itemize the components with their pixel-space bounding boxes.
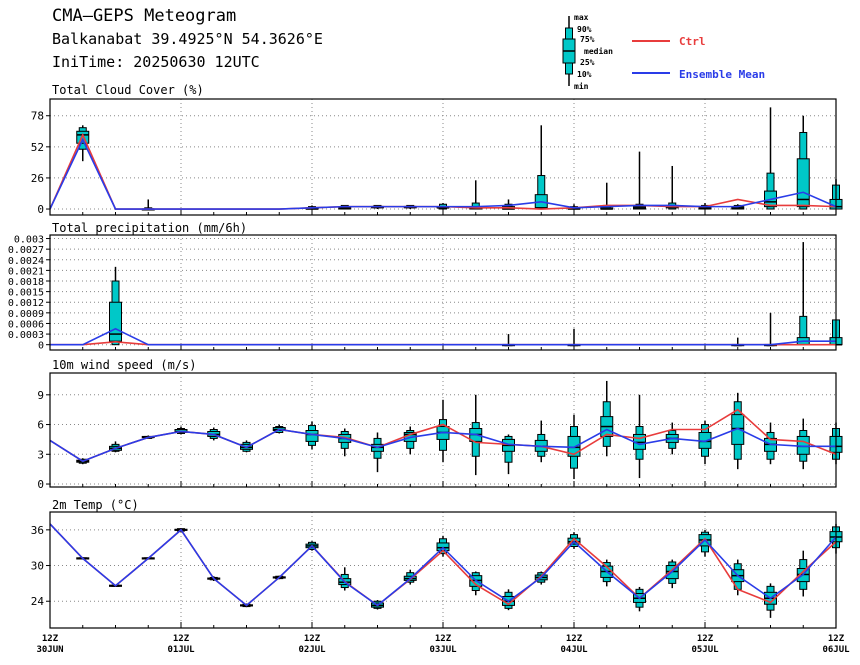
legend-box-label: min [574,81,589,91]
legend-box-label: 75% [580,35,595,44]
y-tick-label: 26 [31,172,44,185]
x-axis: 12Z30JUN12Z01JUL12Z02JUL12Z03JUL12Z04JUL… [36,634,850,655]
panel-frame [49,234,837,351]
y-tick-label: 52 [31,141,44,154]
y-tick-label: 0.0012 [8,298,44,309]
box-cloud [534,125,548,210]
legend-mean-label: Ensemble Mean [679,68,765,81]
x-tick-label-date: 06JUL [822,645,850,655]
location-label: Balkanabat 39.4925°N 54.3626°E [52,30,323,48]
box-wind [403,426,417,455]
box-cloud [796,115,810,210]
box-precip [764,312,777,347]
box-wind [338,428,352,457]
legend-box-label: 25% [580,58,595,67]
box-wind [174,426,188,435]
x-tick-label-time: 12Z [304,634,321,644]
init-time-label: IniTime: 20250630 12UTC [52,53,260,71]
box-cloud [665,165,679,210]
y-tick-label: 0.003 [14,235,44,246]
x-tick-label-date: 01JUL [167,645,195,655]
chart-title: CMA—GEPS Meteogram [52,6,237,26]
x-tick-label-date: 04JUL [560,645,588,655]
y-tick-label: 0.0018 [8,277,44,288]
y-tick-label: 0.0009 [8,309,44,320]
box-wind [731,392,745,470]
box-precip [796,242,810,346]
box-p25-p75 [305,429,319,442]
y-tick-label: 0.0006 [8,319,44,330]
legend-box-label: median [584,46,613,56]
y-tick-label: 0 [37,203,44,216]
box-p25-p75 [109,301,122,342]
y-tick-label: 36 [31,524,44,537]
y-tick-label: 0 [37,478,44,491]
panel-title-wind: 10m wind speed (m/s) [52,358,197,372]
box-p25-p75 [796,158,810,208]
legend-box-label: 10% [577,70,592,79]
mean-line-cloud [49,137,837,210]
y-tick-label: 0.0003 [8,330,44,341]
x-tick-label-time: 12Z [828,634,845,644]
legend-ctrl-label: Ctrl [679,35,706,48]
legend: max 90%75% median 25% 10% min Ctrl Ensemble Mea… [562,13,765,91]
panel-frame [49,372,837,488]
y-tick-label: 30 [31,560,44,573]
x-tick-label-date: 02JUL [298,645,326,655]
box-p25-p75 [76,130,90,144]
box-wind [534,420,548,463]
box-wind [633,394,646,479]
x-tick-label-time: 12Z [42,634,59,644]
y-tick-label: 0.0024 [8,256,44,267]
mean-line-temp [49,523,837,607]
x-tick-label-date: 30JUN [36,645,63,655]
box-wind [600,380,614,457]
panel-title-cloud: Total Cloud Cover (%) [52,83,204,97]
panel-title-precip: Total precipitation (mm/6h) [52,221,247,235]
panel-temp: 2m Temp (°C) 24 30 36 [31,498,843,629]
x-tick-label-time: 12Z [173,634,190,644]
box-wind [436,399,450,463]
y-tick-label: 24 [31,595,45,608]
y-tick-label: 0.0015 [8,288,44,299]
x-tick-label-time: 12Z [435,634,452,644]
legend-box-label: 90% [577,25,592,34]
panel-cloud: Total Cloud Cover (%) 0 26 52 78 [31,83,843,216]
y-tick-label: 6 [37,419,44,432]
box-temp [338,567,352,591]
x-tick-label-date: 03JUL [429,645,457,655]
panel-title-temp: 2m Temp (°C) [52,498,139,512]
legend-box-label: max [574,13,589,22]
y-tick-label: 78 [31,110,44,123]
mean-line-precip [50,327,836,346]
y-tick-label: 3 [37,448,44,461]
box-cloud [469,180,483,210]
box-precip [109,266,122,346]
box-cloud [764,107,777,210]
x-tick-label-date: 05JUL [691,645,719,655]
y-tick-label: 0.0021 [8,266,44,277]
panel-wind: 10m wind speed (m/s) 0 3 6 9 [37,358,843,491]
box-p25-p75 [731,414,745,445]
box-precip [567,328,581,347]
y-tick-label: 9 [37,389,44,402]
mean-line-wind [49,427,836,463]
panel-precip: Total precipitation (mm/6h) 00.00030.0006… [8,221,843,352]
box-p25-p75 [567,435,581,457]
box-wind [371,432,384,473]
x-tick-label-time: 12Z [566,634,583,644]
y-tick-label: 0 [38,341,44,352]
panel-frame [49,511,837,629]
box-cloud [633,151,646,210]
box-wind [764,422,777,465]
y-tick-label: 0.0027 [8,245,44,256]
panels: Total Cloud Cover (%) 0 26 52 78 Total precip… [8,83,843,629]
panel-frame [49,98,837,216]
x-tick-label-time: 12Z [697,634,714,644]
box-wind [502,434,515,475]
